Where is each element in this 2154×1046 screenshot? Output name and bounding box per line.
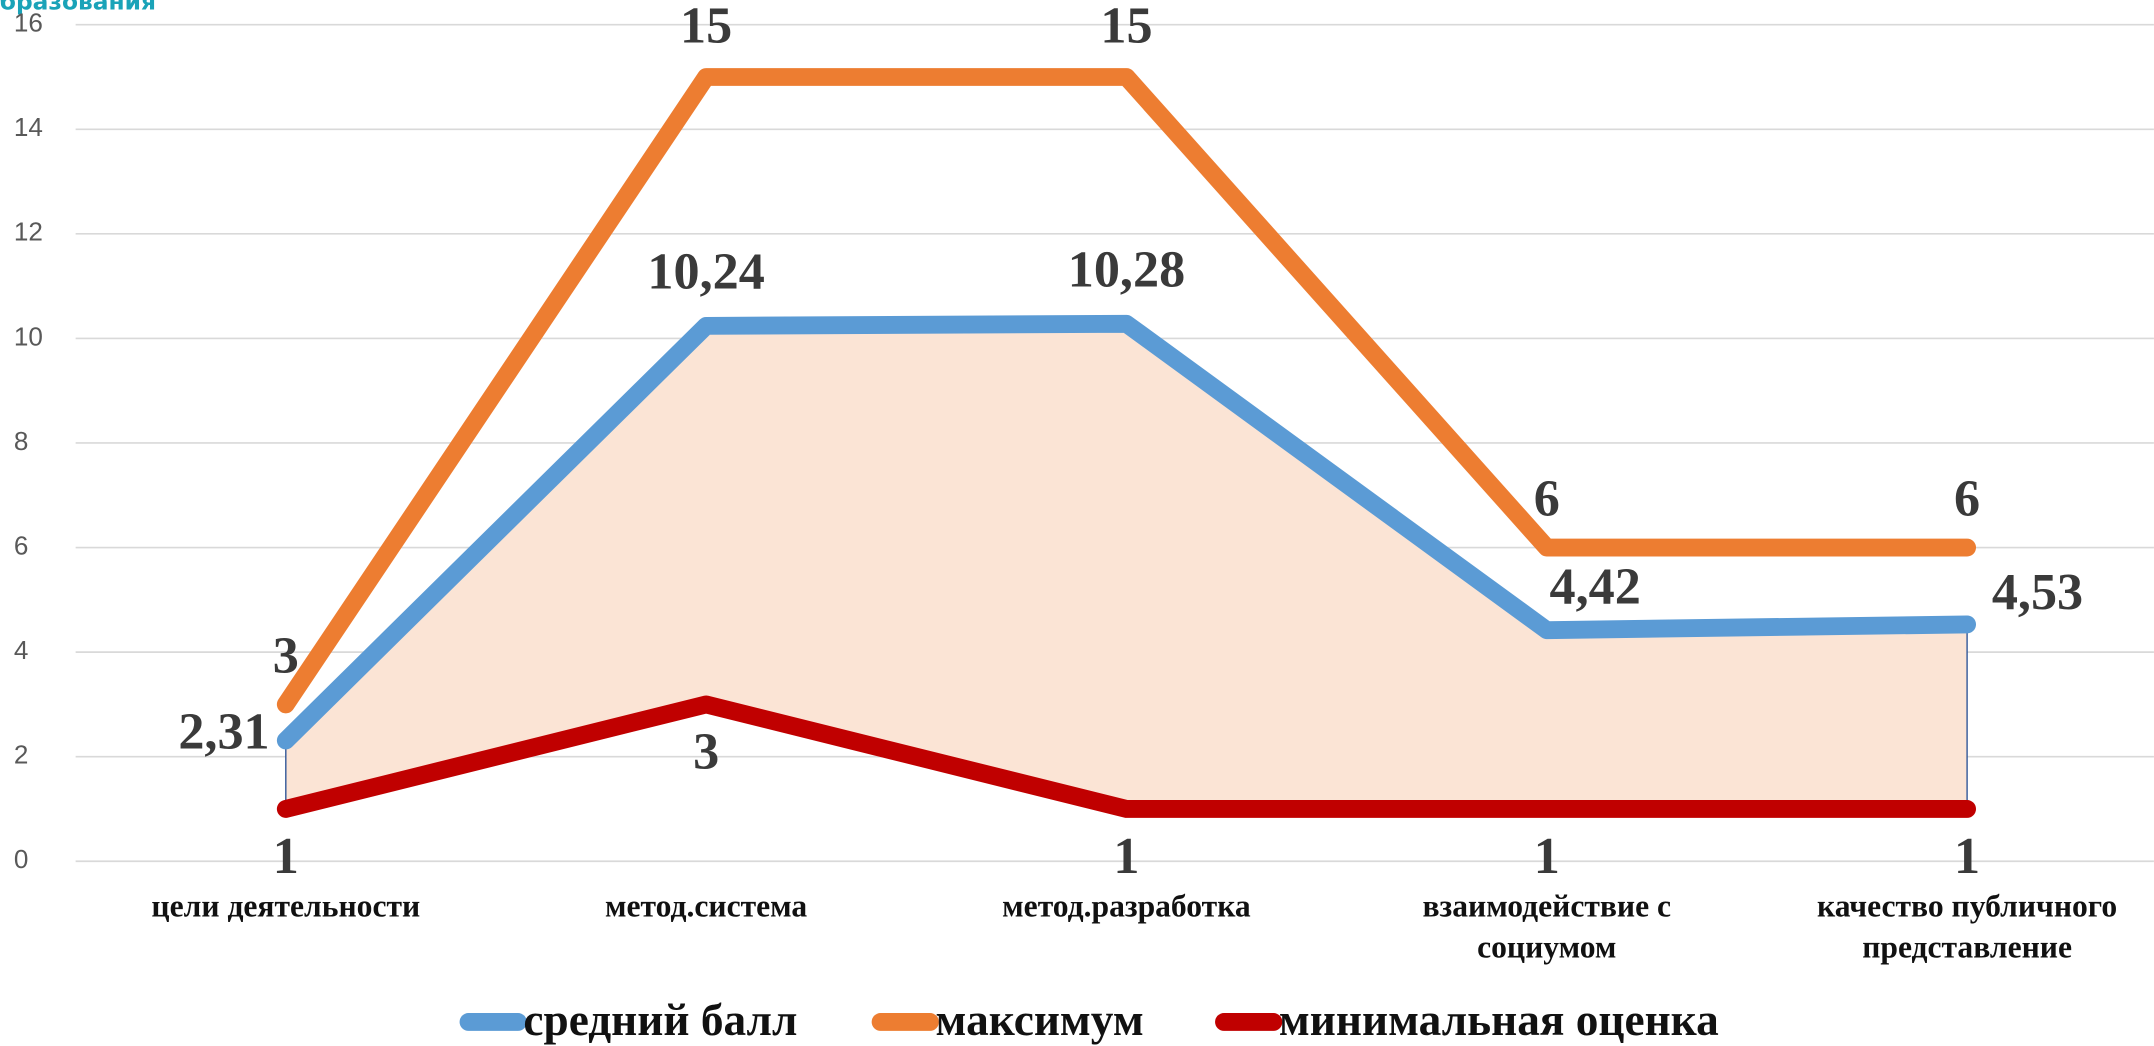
y-tick-label: 6 <box>14 530 29 560</box>
data-label: 3 <box>273 626 299 684</box>
data-label: 2,31 <box>178 702 269 760</box>
data-label: 6 <box>1534 470 1560 528</box>
y-tick-label: 16 <box>14 8 43 38</box>
data-label: 6 <box>1954 470 1980 528</box>
y-tick-label: 14 <box>14 112 43 142</box>
data-label: 10,28 <box>1068 240 1185 298</box>
y-tick-label: 10 <box>14 321 43 351</box>
data-label: 1 <box>1954 827 1980 885</box>
legend-label: средний балл <box>523 995 797 1045</box>
series-line <box>276 695 1977 818</box>
y-tick-label: 12 <box>14 217 43 247</box>
x-tick-label: качество публичного представление <box>1817 889 2117 965</box>
band-fill <box>285 323 1968 809</box>
x-tick-label: метод.разработка <box>1002 889 1251 924</box>
subtitle: образования <box>0 0 156 15</box>
x-tick-label: взаимодействие с социумом <box>1422 889 1671 965</box>
data-label: 10,24 <box>647 242 764 300</box>
y-tick-label: 2 <box>14 740 29 770</box>
x-tick-label: цели деятельности <box>151 889 420 924</box>
x-tick-label: метод.система <box>605 889 807 924</box>
data-label: 4,42 <box>1550 558 1641 616</box>
data-label: 1 <box>1113 827 1139 885</box>
data-label: 15 <box>1100 0 1152 54</box>
data-label: 1 <box>1534 827 1560 885</box>
y-tick-label: 8 <box>14 426 29 456</box>
legend-label: минимальная оценка <box>1279 995 1719 1045</box>
y-tick-label: 4 <box>14 635 29 665</box>
data-label: 15 <box>680 0 732 54</box>
series-line <box>276 314 1977 750</box>
y-tick-label: 0 <box>14 844 29 874</box>
data-label: 4,53 <box>1992 563 2083 621</box>
legend-label: максимум <box>936 995 1144 1045</box>
series-line <box>276 68 1977 714</box>
data-label: 3 <box>693 723 719 781</box>
data-label: 1 <box>273 827 299 885</box>
